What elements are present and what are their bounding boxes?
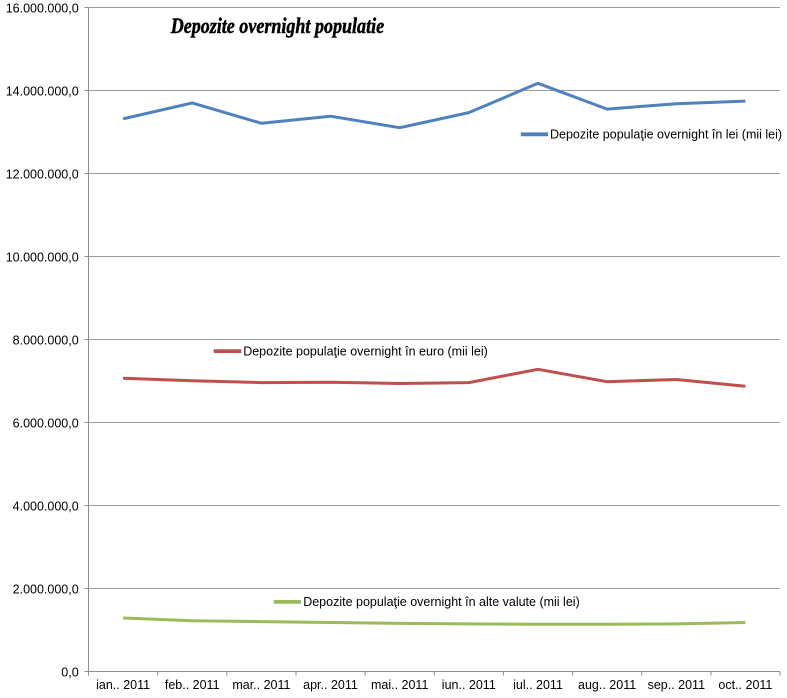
svg-text:16.000.000,0: 16.000.000,0	[6, 1, 79, 15]
svg-text:ian.. 2011: ian.. 2011	[96, 678, 150, 692]
svg-text:14.000.000,0: 14.000.000,0	[6, 84, 79, 98]
svg-text:Depozite populaţie overnight: Depozite populaţie overnight în alte val…	[303, 595, 580, 609]
svg-text:oct.. 2011: oct.. 2011	[718, 678, 772, 692]
svg-text:2.000.000,0: 2.000.000,0	[13, 582, 79, 596]
svg-text:Depozite populaţie overnight: Depozite populaţie overnight în euro (mi…	[243, 345, 488, 359]
svg-text:Depozite overnight populatie: Depozite overnight populatie	[170, 13, 384, 38]
svg-text:Depozite populaţie overnight: Depozite populaţie overnight în lei (mii…	[550, 127, 782, 141]
svg-text:4.000.000,0: 4.000.000,0	[13, 499, 79, 513]
svg-text:feb.. 2011: feb.. 2011	[165, 678, 220, 692]
svg-text:iun.. 2011: iun.. 2011	[442, 678, 496, 692]
svg-text:6.000.000,0: 6.000.000,0	[13, 416, 79, 430]
svg-text:12.000.000,0: 12.000.000,0	[6, 167, 79, 181]
svg-text:10.000.000,0: 10.000.000,0	[6, 250, 79, 264]
svg-text:aug.. 2011: aug.. 2011	[578, 678, 636, 692]
svg-text:mai.. 2011: mai.. 2011	[371, 678, 428, 692]
svg-text:iul.. 2011: iul.. 2011	[513, 678, 563, 692]
svg-text:0,0: 0,0	[61, 665, 78, 679]
svg-text:mar.. 2011: mar.. 2011	[232, 678, 290, 692]
svg-text:8.000.000,0: 8.000.000,0	[13, 333, 79, 347]
svg-text:apr.. 2011: apr.. 2011	[303, 678, 358, 692]
svg-text:sep.. 2011: sep.. 2011	[648, 678, 706, 692]
